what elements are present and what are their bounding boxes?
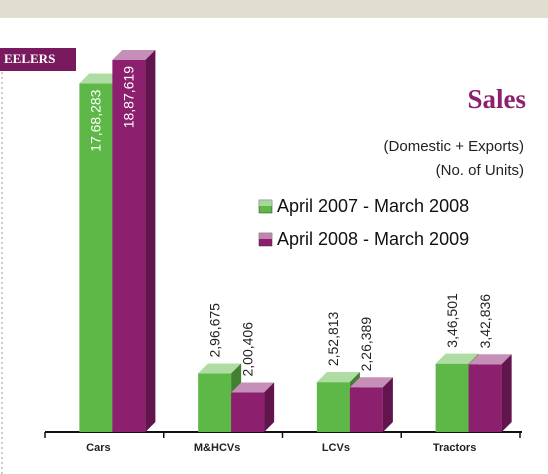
legend-swatch xyxy=(258,232,273,247)
x-tick-label: LCVs xyxy=(322,442,350,454)
bar-side xyxy=(382,377,393,432)
bar xyxy=(198,373,232,432)
bar xyxy=(79,83,113,433)
value-label: 18,87,619 xyxy=(121,66,137,128)
tab xyxy=(0,48,76,71)
subtitle: (No. of Units) xyxy=(436,162,524,179)
bar-side-shade xyxy=(264,382,275,432)
subtitle: (Domestic + Exports) xyxy=(384,138,524,155)
bar-side xyxy=(145,50,156,432)
bar-side-shade xyxy=(501,354,512,432)
value-label: 3,46,501 xyxy=(444,293,460,348)
bar xyxy=(231,392,265,432)
bar-top-shade xyxy=(349,377,393,388)
x-tick-label: M&HCVs xyxy=(194,442,240,454)
legend-swatch-shade xyxy=(259,233,272,239)
bar-top-shade xyxy=(468,354,512,365)
bar-top-shade xyxy=(316,372,360,383)
value-label: 2,96,675 xyxy=(206,303,222,358)
bar-side xyxy=(501,354,512,432)
value-label: 2,26,389 xyxy=(358,317,374,372)
value-label: 17,68,283 xyxy=(88,89,104,151)
bar-side-shade xyxy=(382,377,393,432)
x-tick-label: Tractors xyxy=(433,442,476,454)
legend-swatch xyxy=(258,199,273,214)
bar-top-shade xyxy=(112,50,156,60)
chart-title: Sales xyxy=(467,84,526,114)
value-label: 2,52,813 xyxy=(325,311,341,366)
value-label: 2,00,406 xyxy=(239,322,255,377)
bar xyxy=(316,382,350,432)
bar xyxy=(349,387,383,432)
bar-side-shade xyxy=(145,50,156,432)
x-tick-label: Cars xyxy=(86,442,110,454)
legend-label: April 2007 - March 2008 xyxy=(277,196,469,216)
bar-top-shade xyxy=(198,363,242,374)
bar xyxy=(435,363,469,432)
legend-label: April 2008 - March 2009 xyxy=(277,229,469,249)
tab-label: EELERS xyxy=(4,51,55,66)
legend-swatch-shade xyxy=(259,200,272,206)
bar-side xyxy=(264,382,275,432)
bar xyxy=(112,60,146,432)
bar-top-shade xyxy=(435,353,479,364)
bar-top-shade xyxy=(79,73,123,84)
bar xyxy=(468,364,502,432)
value-label: 3,42,836 xyxy=(477,294,493,349)
bar-top-shade xyxy=(231,382,275,393)
top-band xyxy=(0,0,548,18)
